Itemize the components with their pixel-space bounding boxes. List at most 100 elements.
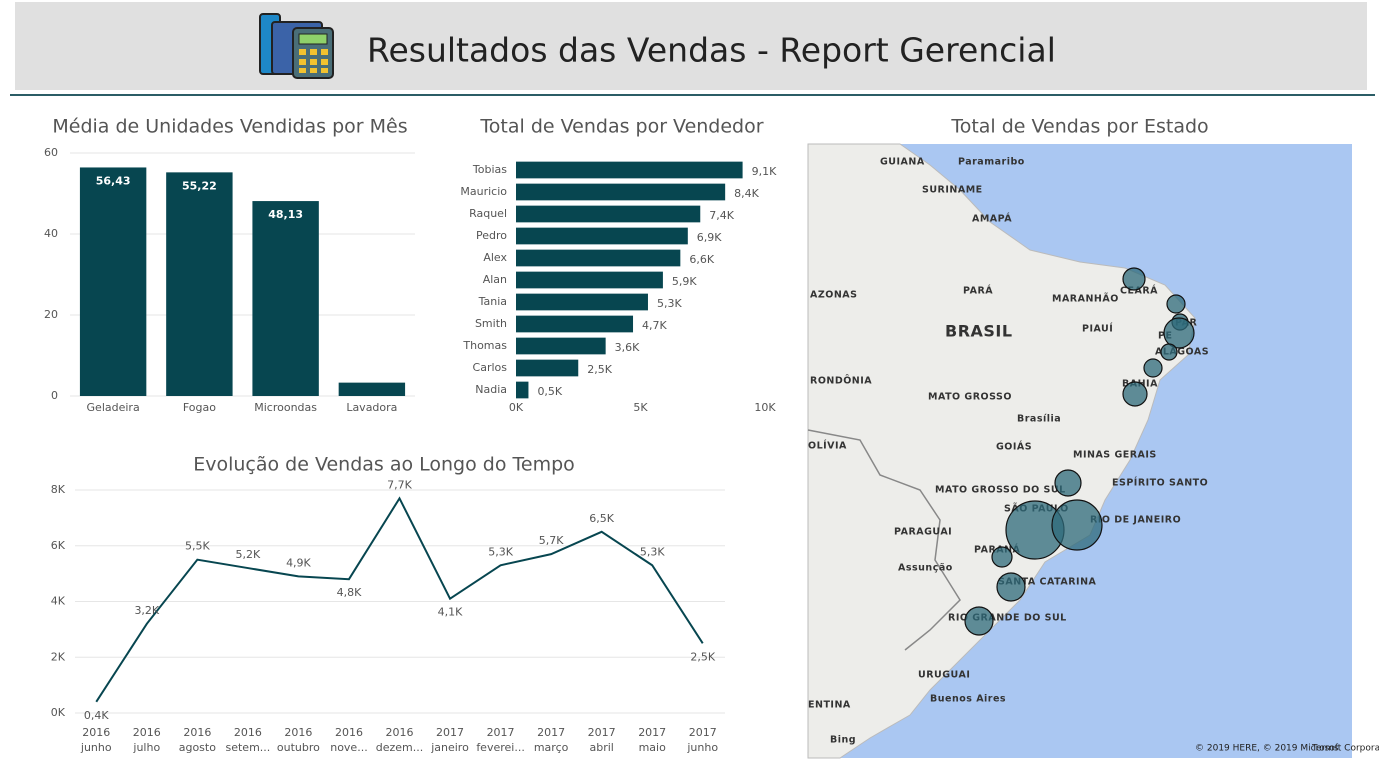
map-label: GOIÁS: [996, 441, 1032, 453]
x-tick-label: agosto: [179, 741, 216, 754]
value-label: 5,3K: [488, 545, 513, 558]
page-title: Resultados das Vendas - Report Gerencial: [367, 31, 1056, 70]
x-tick-label: 2016: [284, 726, 312, 739]
map-label: MINAS GERAIS: [1073, 450, 1157, 461]
value-label: 6,6K: [689, 253, 714, 266]
x-tick-label: maio: [639, 741, 667, 754]
x-tick-label: junho: [80, 741, 112, 754]
bubble: [1054, 469, 1082, 497]
y-tick-label: 20: [44, 308, 58, 321]
value-label: 4,9K: [286, 556, 311, 569]
bar: [516, 381, 529, 399]
bubble: [1122, 381, 1148, 407]
map-label: PARÁ: [963, 285, 993, 297]
bar: [338, 382, 406, 396]
bar: [166, 172, 233, 396]
map-land: [807, 143, 1196, 759]
x-tick-label: Microondas: [254, 401, 317, 414]
x-tick-label: 2017: [487, 726, 515, 739]
map-label: MARANHÃO: [1052, 294, 1119, 305]
value-label: 5,7K: [539, 534, 564, 547]
y-tick-label: Mauricio: [460, 185, 507, 198]
x-tick-label: 2016: [183, 726, 211, 739]
x-tick-label: 2016: [82, 726, 110, 739]
value-label: 48,13: [268, 208, 303, 221]
value-label: 6,5K: [589, 512, 614, 525]
x-tick-label: 2017: [537, 726, 565, 739]
map-label: RIO GRANDE DO SUL: [948, 613, 1067, 624]
map-label: PIAUÍ: [1082, 323, 1113, 335]
x-tick-label: janeiro: [430, 741, 469, 754]
x-tick-label: 0K: [509, 401, 524, 414]
map-label: GUIANA: [880, 157, 925, 168]
value-label: 4,7K: [642, 319, 667, 332]
map-label: Paramaribo: [958, 157, 1025, 168]
value-label: 6,9K: [697, 231, 722, 244]
x-tick-label: Fogao: [183, 401, 216, 414]
map-label: Bing: [830, 735, 856, 746]
bar: [516, 249, 681, 267]
value-label: 7,7K: [387, 478, 412, 491]
chart-title: Média de Unidades Vendidas por Mês: [52, 116, 407, 138]
chart-title: Evolução de Vendas ao Longo do Tempo: [193, 454, 575, 476]
map-label: RONDÔNIA: [810, 375, 872, 387]
y-tick-label: Raquel: [469, 207, 507, 220]
chart-title: Total de Vendas por Estado: [950, 116, 1208, 138]
x-tick-label: 2017: [588, 726, 616, 739]
bubble: [1143, 358, 1163, 378]
bubble: [1051, 499, 1103, 551]
map-label: BRASIL: [945, 322, 1013, 341]
value-label: 0,4K: [84, 709, 109, 722]
x-tick-label: abril: [589, 741, 613, 754]
bar: [516, 183, 726, 201]
bar: [516, 293, 648, 311]
value-label: 8,4K: [734, 187, 759, 200]
bubble: [996, 572, 1026, 602]
value-label: 5,9K: [672, 275, 697, 288]
map-label: ESPÍRITO SANTO: [1112, 477, 1208, 489]
value-label: 5,3K: [657, 297, 682, 310]
x-tick-label: 2016: [335, 726, 363, 739]
map-label: Terms: [1311, 744, 1339, 754]
x-tick-label: 2017: [689, 726, 717, 739]
x-tick-label: junho: [686, 741, 718, 754]
x-tick-label: dezem...: [376, 741, 424, 754]
x-tick-label: 2016: [133, 726, 161, 739]
value-label: 56,43: [96, 174, 131, 187]
value-label: 55,22: [182, 179, 217, 192]
bar: [516, 271, 663, 289]
bubble: [1166, 294, 1186, 314]
map-label: Assunção: [898, 563, 953, 574]
y-tick-label: 6K: [51, 539, 66, 552]
header-icon: [259, 13, 334, 79]
bar: [516, 337, 606, 355]
value-label: 2,5K: [587, 363, 612, 376]
header-band: [15, 2, 1367, 90]
map-label: Buenos Aires: [930, 694, 1006, 705]
x-tick-label: 10K: [754, 401, 776, 414]
bubble: [1122, 267, 1146, 291]
y-tick-label: 60: [44, 146, 58, 159]
map-label: MATO GROSSO: [928, 392, 1012, 403]
bar: [79, 167, 147, 396]
value-label: 2,5K: [690, 650, 715, 663]
bar: [516, 359, 579, 377]
x-tick-label: 2017: [436, 726, 464, 739]
map-label: URUGUAI: [918, 670, 970, 681]
y-tick-label: 0: [51, 389, 58, 402]
value-label: 3,2K: [134, 604, 159, 617]
bar: [516, 161, 743, 179]
chart-title: Total de Vendas por Vendedor: [479, 116, 763, 138]
value-label: 5,3K: [640, 545, 665, 558]
map-label: RIO DE JANEIRO: [1090, 515, 1181, 526]
x-tick-label: nove...: [330, 741, 367, 754]
x-tick-label: março: [534, 741, 569, 754]
x-tick-label: julho: [132, 741, 160, 754]
value-label: 4,1K: [438, 606, 463, 619]
bar: [516, 227, 688, 245]
x-tick-label: Lavadora: [346, 401, 397, 414]
map-label: OLÍVIA: [808, 440, 847, 452]
y-tick-label: 0K: [51, 706, 66, 719]
value-label: 3,6K: [615, 341, 640, 354]
